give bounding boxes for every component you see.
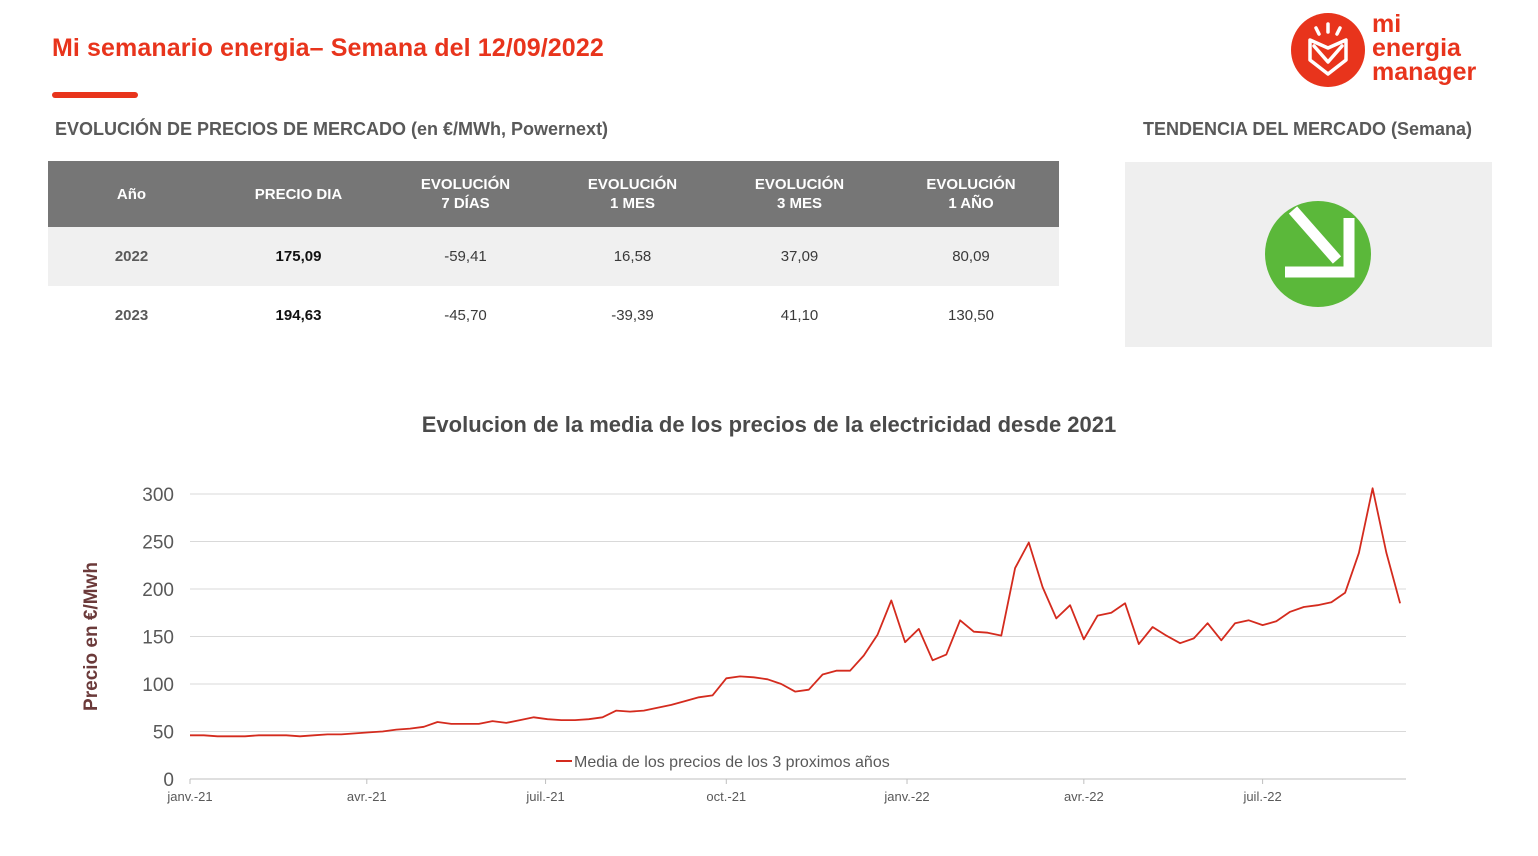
market-trend-heading: TENDENCIA DEL MERCADO (Semana) [1143, 119, 1473, 139]
x-tick-label: juil.-22 [1242, 789, 1281, 804]
col-header-evol-1m: EVOLUCIÓN 1 MES [587, 176, 678, 212]
brand-logo: mi energia manager [1290, 12, 1510, 90]
logo-line-3: manager [1372, 58, 1477, 86]
y-tick-label: 100 [142, 675, 174, 696]
y-axis-label: Precio en €/Mwh [81, 562, 102, 711]
y-tick-label: 50 [153, 723, 174, 744]
y-tick-label: 200 [142, 580, 174, 601]
cell-year: 2023 [114, 307, 149, 324]
col-header-year: Año [116, 185, 147, 203]
legend-label: Media de los precios de los 3 proximos a… [574, 754, 890, 771]
page-title: Mi semanario energia– Semana del 12/09/2… [52, 34, 604, 62]
chart-title: Evolucion de la media de los precios de … [421, 412, 1117, 437]
col-header-evol-1y: EVOLUCIÓN 1 AÑO [926, 176, 1016, 212]
series-line [190, 487, 1401, 738]
heart-shield-logo-icon [1291, 13, 1365, 87]
chart-gridlines [190, 493, 1406, 732]
y-tick-label: 0 [163, 770, 174, 791]
col-header-day-price: PRECIO DIA [254, 185, 343, 203]
x-tick-label: avr.-22 [1064, 789, 1104, 804]
table-header: Año PRECIO DIA EVOLUCIÓN 7 DÍAS EVOLUCIÓN… [48, 161, 1059, 227]
cell-evol-7d: -59,41 [444, 248, 487, 265]
cell-evol-3m: 37,09 [780, 248, 819, 265]
cell-evol-1y: 80,09 [952, 248, 990, 265]
market-prices-table: Año PRECIO DIA EVOLUCIÓN 7 DÍAS EVOLUCIÓN… [48, 161, 1059, 345]
y-tick-label: 250 [142, 533, 174, 554]
chart-series [190, 487, 1401, 738]
logo-line-1: mi [1372, 10, 1402, 38]
x-tick-label: janv.-21 [166, 789, 212, 804]
cell-evol-7d: -45,70 [444, 307, 487, 324]
logo-text: mi energia manager [1372, 10, 1477, 86]
title-underline [52, 92, 138, 98]
market-trend-box [1125, 162, 1492, 347]
cell-evol-3m: 41,10 [780, 307, 819, 324]
x-tick-label: janv.-22 [883, 789, 929, 804]
chart-legend: Media de los precios de los 3 proximos a… [556, 754, 890, 771]
logo-line-2: energia [1372, 34, 1461, 62]
x-tick-label: juil.-21 [525, 789, 564, 804]
x-tick-label: avr.-21 [347, 789, 387, 804]
chart-axes: 0 50 100 150 200 250 300 janv.-21 avr.-21 juil.-2… [142, 485, 1406, 804]
cell-day-price: 175,09 [275, 248, 322, 265]
y-tick-label: 150 [142, 628, 174, 649]
cell-day-price: 194,63 [275, 307, 322, 324]
price-line-chart: 0 50 100 150 200 250 300 janv.-21 avr.-21 juil.-2… [81, 485, 1406, 804]
col-header-evol-3m: EVOLUCIÓN 3 MES [754, 176, 845, 212]
cell-year: 2022 [114, 248, 149, 265]
cell-evol-1m: 16,58 [613, 248, 652, 265]
x-tick-label: oct.-21 [706, 789, 746, 804]
table-row: 2022 175,09 -59,41 16,58 37,09 80,09 [48, 227, 1059, 286]
market-prices-heading: EVOLUCIÓN DE PRECIOS DE MERCADO (en €/MW… [55, 119, 609, 139]
cell-evol-1m: -39,39 [611, 307, 654, 324]
cell-evol-1y: 130,50 [948, 307, 994, 324]
arrow-down-right-icon [1265, 201, 1371, 307]
y-tick-label: 300 [142, 485, 174, 506]
table-row: 2023 194,63 -45,70 -39,39 41,10 130,50 [48, 286, 1059, 345]
col-header-evol-7d: EVOLUCIÓN 7 DÍAS [420, 176, 511, 212]
